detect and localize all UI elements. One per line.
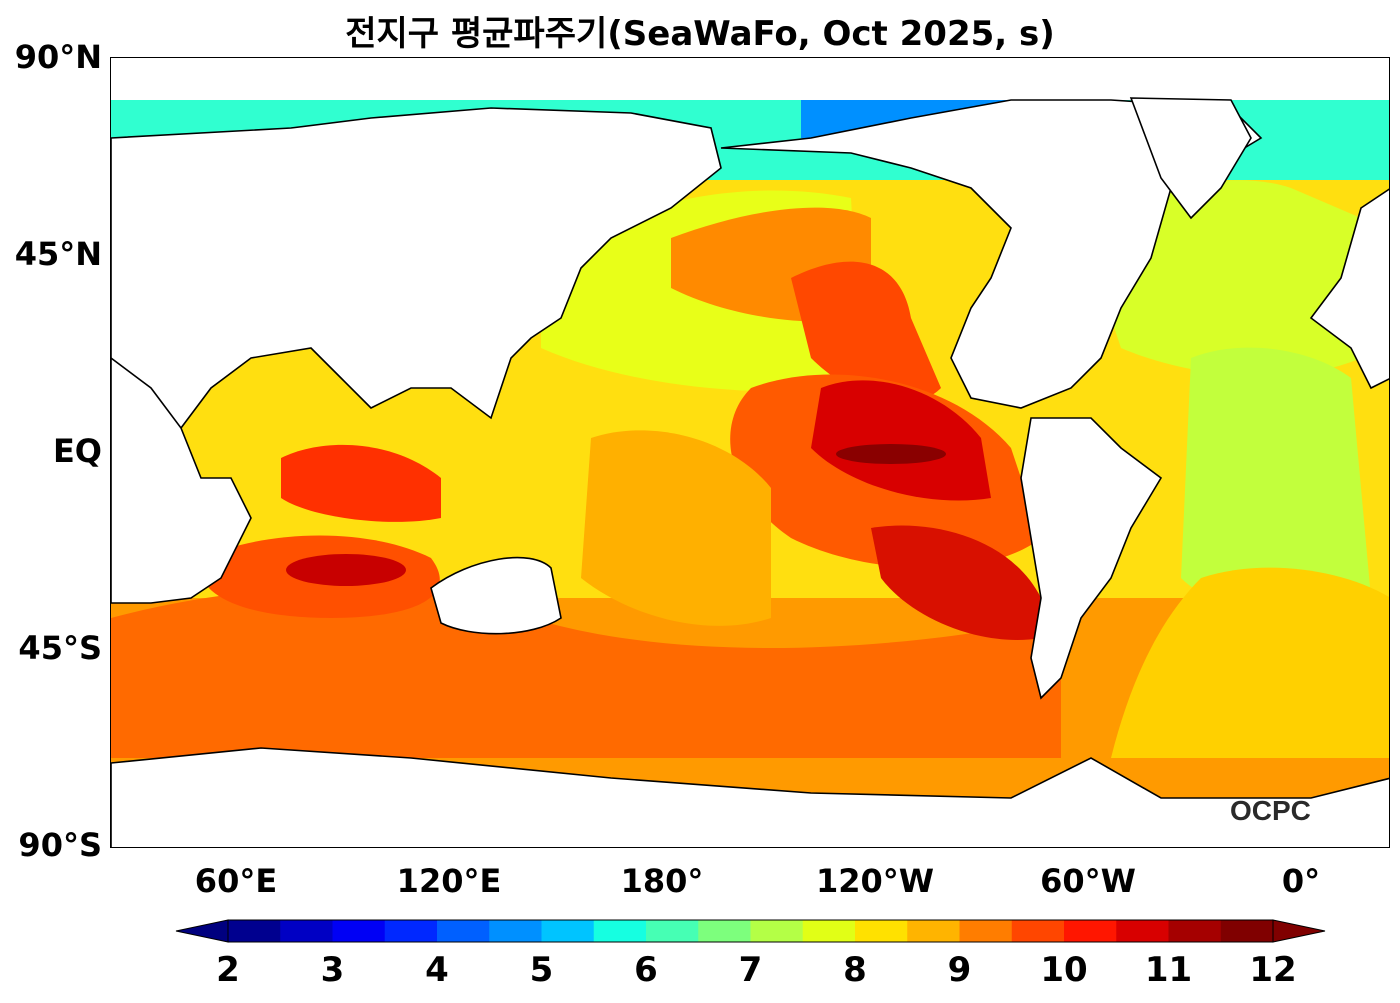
colorbar-segment: [1116, 920, 1169, 942]
y-tick-label: 90°N: [14, 38, 102, 76]
colorbar-segment: [541, 920, 595, 942]
colorbar-segment: [750, 920, 804, 942]
colorbar-segment: [1064, 920, 1117, 942]
colorbar-tick-label: 2: [216, 950, 240, 990]
antarctica-land: [111, 747, 1389, 847]
bay-of-bengal-band: [281, 444, 441, 522]
southeast-pacific-core: [871, 525, 1041, 640]
colorbar-segment: [855, 920, 908, 942]
south-america-land: [1020, 417, 1163, 700]
colorbar-tick-label: 6: [634, 950, 658, 990]
greenland-land: [1129, 97, 1252, 220]
y-tick-label: EQ: [52, 432, 102, 470]
colorbar-segment: [437, 920, 490, 942]
colorbar-tick-label: 11: [1144, 950, 1193, 990]
colorbar-segment: [646, 920, 699, 942]
colorbar-segment: [593, 920, 647, 942]
y-tick-label: 90°S: [18, 826, 102, 864]
x-tick-label: 120°E: [396, 862, 502, 900]
colorbar-under-arrow: [175, 919, 229, 943]
colorbar: [175, 919, 1326, 943]
colorbar-over-arrow: [1272, 919, 1326, 943]
map-panel: [110, 57, 1390, 848]
northeast-pacific-band: [791, 261, 941, 403]
australia-land: [430, 556, 562, 635]
central-pacific-zone: [581, 430, 771, 626]
indian-ocean-peak: [286, 554, 406, 586]
y-tick-label: 45°S: [18, 629, 102, 667]
colorbar-segment: [802, 920, 856, 942]
x-tick-label: 60°E: [194, 862, 278, 900]
south-atlantic-zone: [1111, 567, 1389, 758]
colorbar-segment: [489, 920, 542, 942]
colorbar-tick-label: 10: [1040, 950, 1088, 990]
colorbar-segment: [1220, 920, 1274, 942]
colorbar-segment: [698, 920, 751, 942]
colorbar-tick-label: 4: [425, 950, 449, 990]
colorbar-segment: [1011, 920, 1065, 942]
colorbar-border: [227, 919, 1274, 943]
y-tick-label: 45°N: [14, 235, 102, 273]
colorbar-tick-label: 7: [738, 950, 763, 990]
tropical-atlantic-zone: [1181, 347, 1371, 612]
europe-africa-east-land: [1309, 188, 1389, 390]
eurasia-land: [111, 107, 722, 430]
colorbar-tick-label: 8: [843, 950, 867, 990]
map-title: 전지구 평균파주기(SeaWaFo, Oct 2025, s): [345, 14, 1055, 54]
x-tick-label: 0°: [1281, 862, 1321, 900]
x-tick-label: 60°W: [1040, 862, 1136, 900]
colorbar-tick-label: 12: [1249, 950, 1297, 990]
eastern-pacific-core: [811, 380, 991, 501]
colorbar-tick-label: 3: [320, 950, 345, 990]
x-tick-label: 180°: [620, 862, 704, 900]
landmasses: [111, 99, 1389, 847]
colorbar-tick-label: 5: [529, 950, 554, 990]
africa-land: [111, 357, 252, 604]
colorbar-segment: [280, 920, 333, 942]
wave-period-map: [111, 97, 1389, 847]
x-tick-label: 120°W: [815, 862, 935, 900]
colorbar-segment: [384, 920, 438, 942]
ocpc-logo: OCPC: [1230, 795, 1311, 826]
north-america-land: [720, 99, 1263, 409]
colorbar-segment: [228, 920, 281, 942]
colorbar-segment: [332, 920, 386, 942]
colorbar-segment: [959, 920, 1013, 942]
colorbar-segment: [1168, 920, 1222, 942]
colorbar-segment: [907, 920, 960, 942]
colorbar-tick-label: 9: [947, 950, 972, 990]
southern-ocean-core: [111, 588, 1061, 758]
eastern-pacific-peak: [836, 444, 946, 464]
